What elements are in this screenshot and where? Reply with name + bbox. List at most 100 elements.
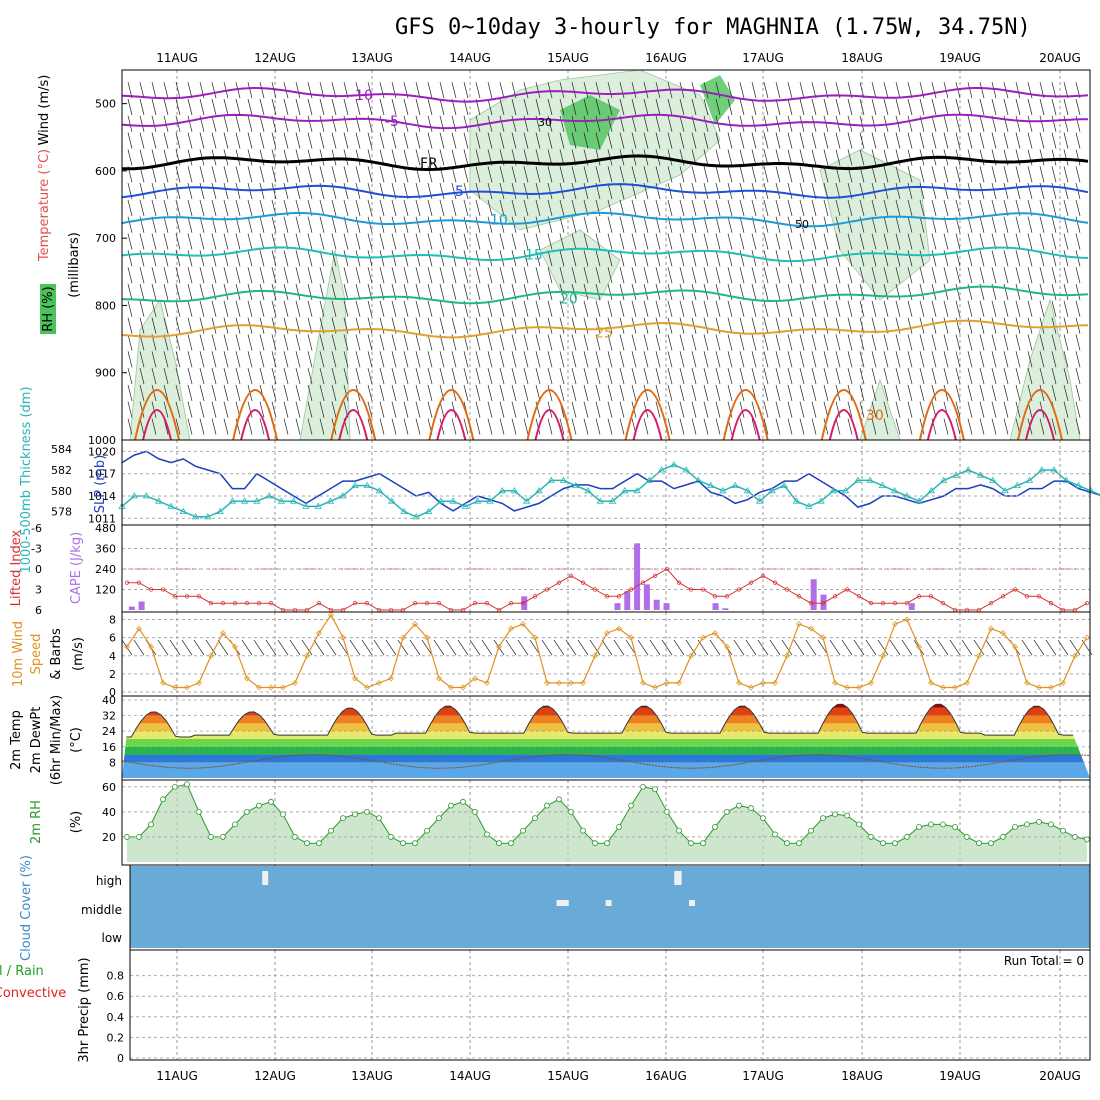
wind-barb [307, 418, 313, 435]
wind-barb [163, 401, 169, 418]
wind-barb [355, 368, 361, 385]
wind-barb [139, 250, 145, 267]
wind-barb [715, 334, 721, 351]
wind-barb [475, 82, 481, 99]
wind-barb [643, 98, 649, 116]
wind-barb [979, 334, 985, 351]
wind-barb [1027, 368, 1033, 385]
wind-barb [487, 132, 493, 149]
wind-barb [163, 166, 169, 183]
wind-barb [919, 98, 925, 116]
wind-barb [139, 384, 145, 401]
wind-barb [1039, 351, 1045, 368]
wind-barb [883, 183, 889, 200]
wind-barb [859, 132, 865, 149]
wind-barb [571, 199, 577, 216]
wind-barb [523, 233, 529, 250]
wind-barb [979, 149, 985, 166]
wind-barb [403, 149, 409, 166]
wind-barb [931, 132, 937, 149]
wind-barb [175, 317, 181, 334]
wind-barb [199, 300, 205, 317]
wind-barb [379, 384, 385, 401]
wind-barb [403, 233, 409, 250]
wind-barb [199, 283, 205, 301]
wind-barb [283, 166, 289, 183]
temp-ylabel-2: 2m DewPt [29, 707, 44, 774]
isotherm-label: 5 [455, 184, 464, 200]
wind-barb [607, 216, 613, 233]
lifted-index-marker [568, 573, 574, 578]
wind-barb [679, 418, 685, 435]
thickness-marker [412, 513, 421, 520]
wind-barb [379, 183, 385, 200]
thickness-marker [915, 497, 923, 504]
wind-barb [1027, 317, 1033, 334]
wind-barb [451, 401, 457, 418]
wind-barb [679, 233, 685, 250]
wind-barb [367, 317, 373, 334]
wind-barb [739, 300, 745, 317]
wind-barb [703, 250, 709, 267]
wind-barb [127, 132, 133, 149]
isotherm-30-loop [1017, 389, 1063, 441]
wind-barb [151, 418, 157, 435]
wind-barb [439, 317, 445, 334]
wind-barb [907, 384, 913, 401]
wind-barb [463, 166, 469, 183]
wind-barb [919, 132, 925, 149]
isotherm-35-loop [240, 409, 271, 441]
wind-barb [943, 334, 949, 351]
lifted-index-marker [484, 601, 490, 606]
wind-barb [619, 384, 625, 401]
wind-barb [907, 300, 913, 317]
wind-barb [739, 166, 745, 183]
wind-barb [1039, 166, 1045, 183]
wind-barb [211, 351, 217, 368]
wind-barb [835, 351, 841, 368]
wind-barb [559, 267, 565, 284]
wind-barb [763, 283, 769, 301]
wind-barb [583, 401, 589, 418]
wind-barb [883, 300, 889, 317]
wind-barb [223, 401, 229, 418]
wind-barb [139, 115, 145, 132]
wind-barb [379, 418, 385, 435]
wind-barb [1075, 149, 1081, 166]
thickness-marker [841, 487, 850, 494]
cape-bar [712, 603, 719, 610]
wind-speed-marker [280, 684, 286, 691]
wind-barb [487, 368, 493, 385]
wind-barb [535, 250, 541, 267]
wind-speed-marker [208, 652, 214, 659]
wind-barb [403, 267, 409, 284]
wind-barb [787, 418, 793, 435]
wind-barb [607, 233, 613, 250]
rh-marker [448, 802, 454, 809]
precip-label-convective: Convective [0, 986, 66, 1001]
wind-barb [583, 98, 589, 116]
thickness-marker [289, 497, 298, 504]
wind-speed-marker [640, 679, 646, 686]
precip-tick-label: 0 [117, 1052, 124, 1065]
wind-barb [391, 82, 397, 99]
wind-barb [871, 199, 877, 216]
wind-barb [703, 183, 709, 200]
wind-speed-marker [712, 630, 718, 637]
wind-barb [151, 216, 157, 233]
wind-ylabel-1: 10m Wind [11, 621, 26, 687]
wind-barb [343, 132, 349, 149]
wind-barb [1015, 401, 1021, 418]
wind-barb [811, 334, 817, 351]
wind-speed-marker [268, 684, 274, 691]
wind-tick-label: 0 [109, 686, 116, 699]
pressure-tick-label: 700 [95, 232, 116, 245]
rh-marker [628, 802, 634, 809]
wind-speed-marker [520, 621, 526, 628]
wind-barb [199, 401, 205, 418]
wind-barb [763, 166, 769, 183]
temp-ylabel-1: 2m Temp [9, 710, 24, 770]
wind-barb [223, 351, 229, 368]
wind-barb [907, 401, 913, 418]
wind-barb [739, 418, 745, 435]
